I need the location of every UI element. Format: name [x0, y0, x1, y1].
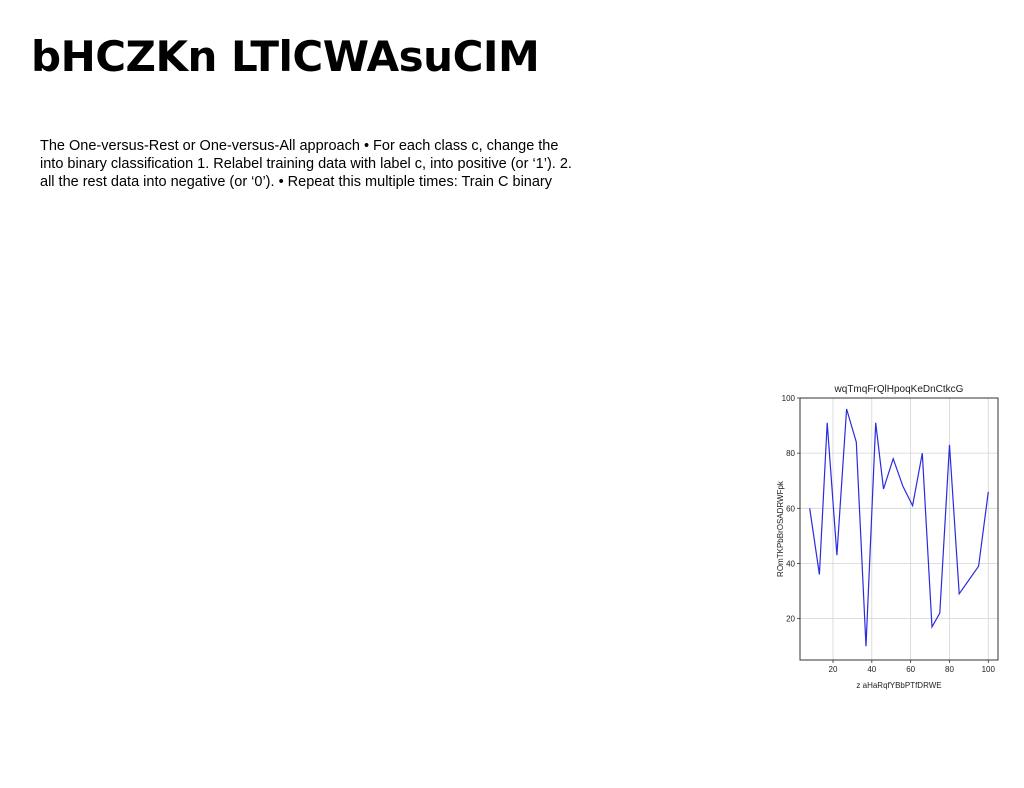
- chart-data-point: [978, 566, 979, 567]
- chart-grid: [800, 397, 998, 660]
- chart-data-point: [827, 422, 828, 423]
- chart-data-point: [959, 593, 960, 594]
- chart-data-point: [856, 442, 857, 443]
- chart-data-point: [819, 574, 820, 575]
- chart-y-tick-label: 100: [782, 394, 796, 403]
- chart-data-point: [836, 555, 837, 556]
- body-text-line: all the rest data into negative (or ‘0’)…: [40, 174, 553, 190]
- chart-data-point: [846, 408, 847, 409]
- chart-y-tick-label: 80: [786, 449, 795, 458]
- body-text: The One-versus-Rest or One-versus-All ap…: [40, 137, 640, 191]
- chart-plot-frame: [799, 397, 999, 661]
- chart-x-axis-label: z aHaRqfYBbPTfDRWE: [856, 681, 941, 690]
- chart-y-tick-label: 40: [786, 559, 795, 568]
- chart-data-point: [922, 453, 923, 454]
- line-chart-svg: wqTmqFrQlHpoqKeDnCtkcG z aHaRqfYBbPTfDRW…: [776, 384, 999, 690]
- chart-series-line: [809, 408, 989, 647]
- chart-data-point: [988, 491, 989, 492]
- chart-series: [809, 408, 989, 647]
- chart-y-tick-label: 20: [786, 615, 795, 624]
- chart-data-point: [809, 508, 810, 509]
- chart-data-point: [875, 422, 876, 423]
- chart-data-point: [939, 613, 940, 614]
- chart-data-point: [883, 488, 884, 489]
- body-text-line: into binary classification 1. Relabel tr…: [40, 156, 572, 172]
- chart-y-axis-label: ROmTKPbBrOSADRWFpk: [776, 480, 785, 577]
- chart-x-tick-label: 40: [867, 665, 876, 674]
- chart-data-point: [949, 444, 950, 445]
- chart-data-point: [931, 626, 932, 627]
- chart-data-point: [902, 486, 903, 487]
- chart-data-point: [893, 458, 894, 459]
- chart-x-tick-label: 100: [982, 665, 996, 674]
- slide-title: bHCZKn LTlCWAsuCIM: [31, 32, 540, 81]
- chart-y-tick-label: 60: [786, 504, 795, 513]
- chart-x-tick-label: 60: [906, 665, 915, 674]
- chart-title: wqTmqFrQlHpoqKeDnCtkcG: [834, 384, 964, 395]
- chart-x-tick-label: 80: [945, 665, 954, 674]
- chart-data-point: [968, 579, 969, 580]
- chart-data-point: [912, 505, 913, 506]
- line-chart: wqTmqFrQlHpoqKeDnCtkcG z aHaRqfYBbPTfDRW…: [770, 375, 1010, 695]
- chart-x-tick-label: 20: [829, 665, 838, 674]
- chart-data-point: [865, 646, 866, 647]
- body-text-line: The One-versus-Rest or One-versus-All ap…: [40, 138, 559, 154]
